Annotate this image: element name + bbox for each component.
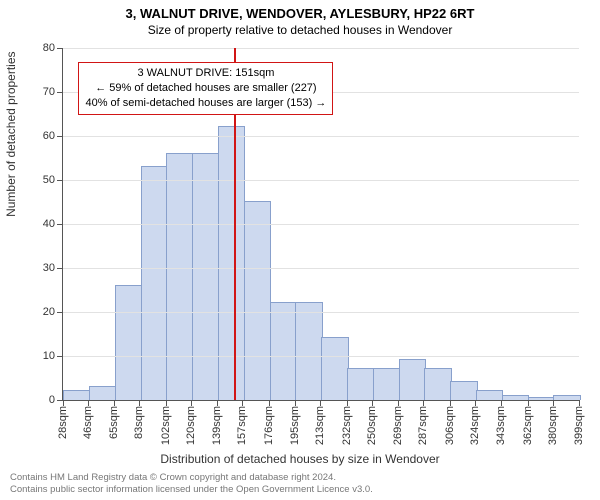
footer-line-1: Contains HM Land Registry data © Crown c… xyxy=(10,472,373,484)
y-tick-label: 80 xyxy=(43,42,63,54)
page-subtitle: Size of property relative to detached ho… xyxy=(0,21,600,37)
x-tick-label: 213sqm xyxy=(314,400,326,445)
histogram-bar xyxy=(218,126,246,400)
x-tick-label: 46sqm xyxy=(82,400,94,439)
histogram-bar xyxy=(166,153,194,400)
histogram-bar xyxy=(244,201,272,400)
y-tick-label: 60 xyxy=(43,130,63,142)
x-tick-label: 269sqm xyxy=(392,400,404,445)
gridline xyxy=(63,48,579,49)
histogram-bar xyxy=(347,368,375,400)
histogram-bar xyxy=(321,337,349,400)
y-tick-label: 40 xyxy=(43,218,63,230)
y-axis-title: Number of detached properties xyxy=(4,51,18,216)
y-tick-label: 10 xyxy=(43,350,63,362)
x-tick-label: 306sqm xyxy=(444,400,456,445)
x-tick-label: 380sqm xyxy=(547,400,559,445)
x-tick-label: 324sqm xyxy=(469,400,481,445)
plot-area: 0102030405060708028sqm46sqm65sqm83sqm102… xyxy=(62,48,579,401)
x-tick-label: 343sqm xyxy=(495,400,507,445)
x-axis-title: Distribution of detached houses by size … xyxy=(0,452,600,466)
gridline xyxy=(63,268,579,269)
x-tick-label: 120sqm xyxy=(185,400,197,445)
page-title: 3, WALNUT DRIVE, WENDOVER, AYLESBURY, HP… xyxy=(0,0,600,21)
histogram-bar xyxy=(399,359,427,400)
x-tick-label: 399sqm xyxy=(573,400,585,445)
y-tick-label: 70 xyxy=(43,86,63,98)
x-tick-label: 287sqm xyxy=(417,400,429,445)
x-tick-label: 65sqm xyxy=(108,400,120,439)
histogram-bar xyxy=(115,285,143,400)
x-tick-label: 232sqm xyxy=(341,400,353,445)
histogram-bar xyxy=(141,166,169,400)
x-tick-label: 362sqm xyxy=(522,400,534,445)
annotation-line: ← 59% of detached houses are smaller (22… xyxy=(85,81,326,96)
x-tick-label: 28sqm xyxy=(57,400,69,439)
x-tick-label: 250sqm xyxy=(366,400,378,445)
footer-attribution: Contains HM Land Registry data © Crown c… xyxy=(10,472,373,496)
histogram-bar xyxy=(476,390,504,400)
x-tick-label: 195sqm xyxy=(289,400,301,445)
histogram-bar xyxy=(450,381,478,400)
gridline xyxy=(63,224,579,225)
histogram-bar xyxy=(89,386,117,400)
histogram-bar xyxy=(270,302,298,400)
x-tick-label: 176sqm xyxy=(263,400,275,445)
annotation-line: 40% of semi-detached houses are larger (… xyxy=(85,96,326,111)
gridline xyxy=(63,356,579,357)
y-tick-label: 20 xyxy=(43,306,63,318)
gridline xyxy=(63,312,579,313)
histogram-bar xyxy=(373,368,401,400)
annotation-box: 3 WALNUT DRIVE: 151sqm← 59% of detached … xyxy=(78,62,333,115)
histogram-bar xyxy=(295,302,323,400)
x-tick-label: 157sqm xyxy=(236,400,248,445)
histogram-bar xyxy=(192,153,220,400)
annotation-line: 3 WALNUT DRIVE: 151sqm xyxy=(85,66,326,81)
y-tick-label: 30 xyxy=(43,262,63,274)
x-tick-label: 139sqm xyxy=(211,400,223,445)
y-tick-label: 50 xyxy=(43,174,63,186)
chart-container: 3, WALNUT DRIVE, WENDOVER, AYLESBURY, HP… xyxy=(0,0,600,500)
histogram-bar xyxy=(424,368,452,400)
gridline xyxy=(63,136,579,137)
x-tick-label: 102sqm xyxy=(160,400,172,445)
footer-line-2: Contains public sector information licen… xyxy=(10,484,373,496)
gridline xyxy=(63,180,579,181)
x-tick-label: 83sqm xyxy=(133,400,145,439)
histogram-bar xyxy=(63,390,91,400)
